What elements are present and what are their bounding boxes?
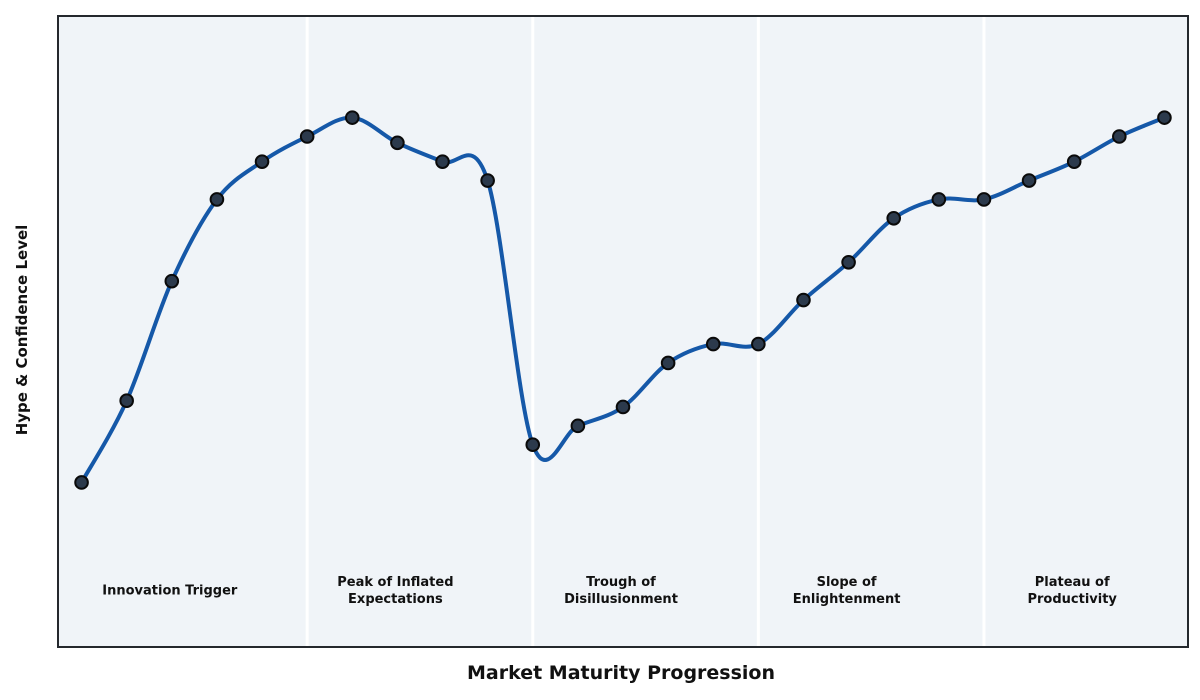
data-point-marker [74, 475, 89, 490]
data-point-marker [1066, 154, 1082, 169]
data-point-marker [480, 173, 495, 188]
data-point-marker [164, 273, 180, 289]
data-point-marker [344, 110, 360, 125]
hype-curve [79, 115, 1167, 485]
data-point-marker [119, 393, 134, 408]
data-point-marker [254, 154, 270, 169]
data-point-marker [1157, 110, 1172, 125]
data-point-marker [390, 135, 405, 151]
chart-canvas [74, 17, 1172, 646]
data-point-marker [660, 355, 676, 371]
data-point-marker [525, 437, 541, 453]
x-axis-label: Market Maturity Progression [466, 662, 776, 684]
data-point-marker [1021, 173, 1037, 188]
data-point-marker [841, 255, 856, 270]
data-point-marker [615, 399, 631, 415]
y-axis-label: Hype & Confidence Level [13, 224, 31, 436]
data-point-marker [796, 292, 811, 308]
data-point-marker [435, 154, 450, 169]
data-point-marker [751, 336, 766, 352]
plot-area [57, 15, 1189, 648]
data-point-marker [705, 336, 721, 352]
data-point-marker [931, 192, 947, 207]
data-point-marker [976, 192, 992, 207]
data-point-marker [886, 210, 902, 226]
data-point-marker [299, 129, 315, 144]
data-point-marker [570, 418, 586, 434]
data-point-marker [1112, 129, 1127, 144]
data-point-marker [209, 192, 225, 207]
